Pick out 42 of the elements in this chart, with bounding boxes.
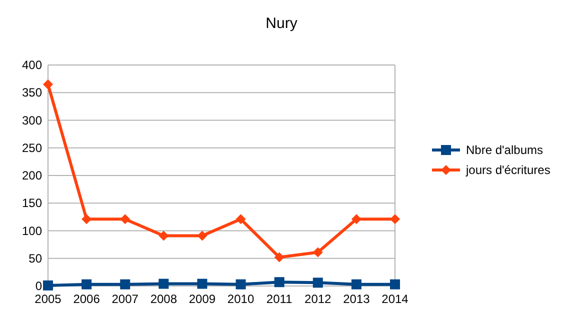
x-tick-label: 2011 [266,292,293,306]
y-tick-label: 100 [22,224,42,238]
y-tick-label: 0 [35,279,42,293]
y-tick-label: 150 [22,196,42,210]
point [312,247,323,258]
point [120,214,130,224]
x-tick-label: 2013 [343,292,370,306]
point [274,252,284,262]
point [274,277,284,288]
point [312,278,323,288]
y-tick-label: 200 [22,168,42,182]
x-tick-label: 2008 [150,292,178,306]
x-tick-label: 2006 [73,292,100,306]
point [351,279,362,290]
y-tick-label: 300 [22,113,42,128]
point [158,230,169,241]
point [120,279,130,290]
point [236,279,246,290]
point [197,278,208,289]
point [82,214,92,224]
x-tick-label: 2007 [112,292,139,306]
x-tick-label: 2009 [188,292,216,306]
y-tick-label: 350 [22,86,42,100]
point [158,278,169,289]
point [236,214,246,224]
legend-label: Nbre d'albums [466,143,543,157]
point [390,214,400,224]
y-tick-label: 400 [22,58,42,72]
point [351,214,362,224]
y-tick-label: 250 [22,140,42,155]
point [43,280,53,290]
x-tick-label: 2010 [227,292,254,306]
y-tick-label: 50 [28,251,42,266]
point [197,230,208,241]
x-tick-label: 2014 [382,292,409,306]
x-tick-label: 2012 [304,292,332,306]
point [82,279,92,290]
point [43,79,53,90]
point [390,279,400,290]
x-tick-label: 2005 [34,292,62,306]
chart-title: Nury [266,15,298,32]
legend-label: jours d'écritures [465,163,550,177]
